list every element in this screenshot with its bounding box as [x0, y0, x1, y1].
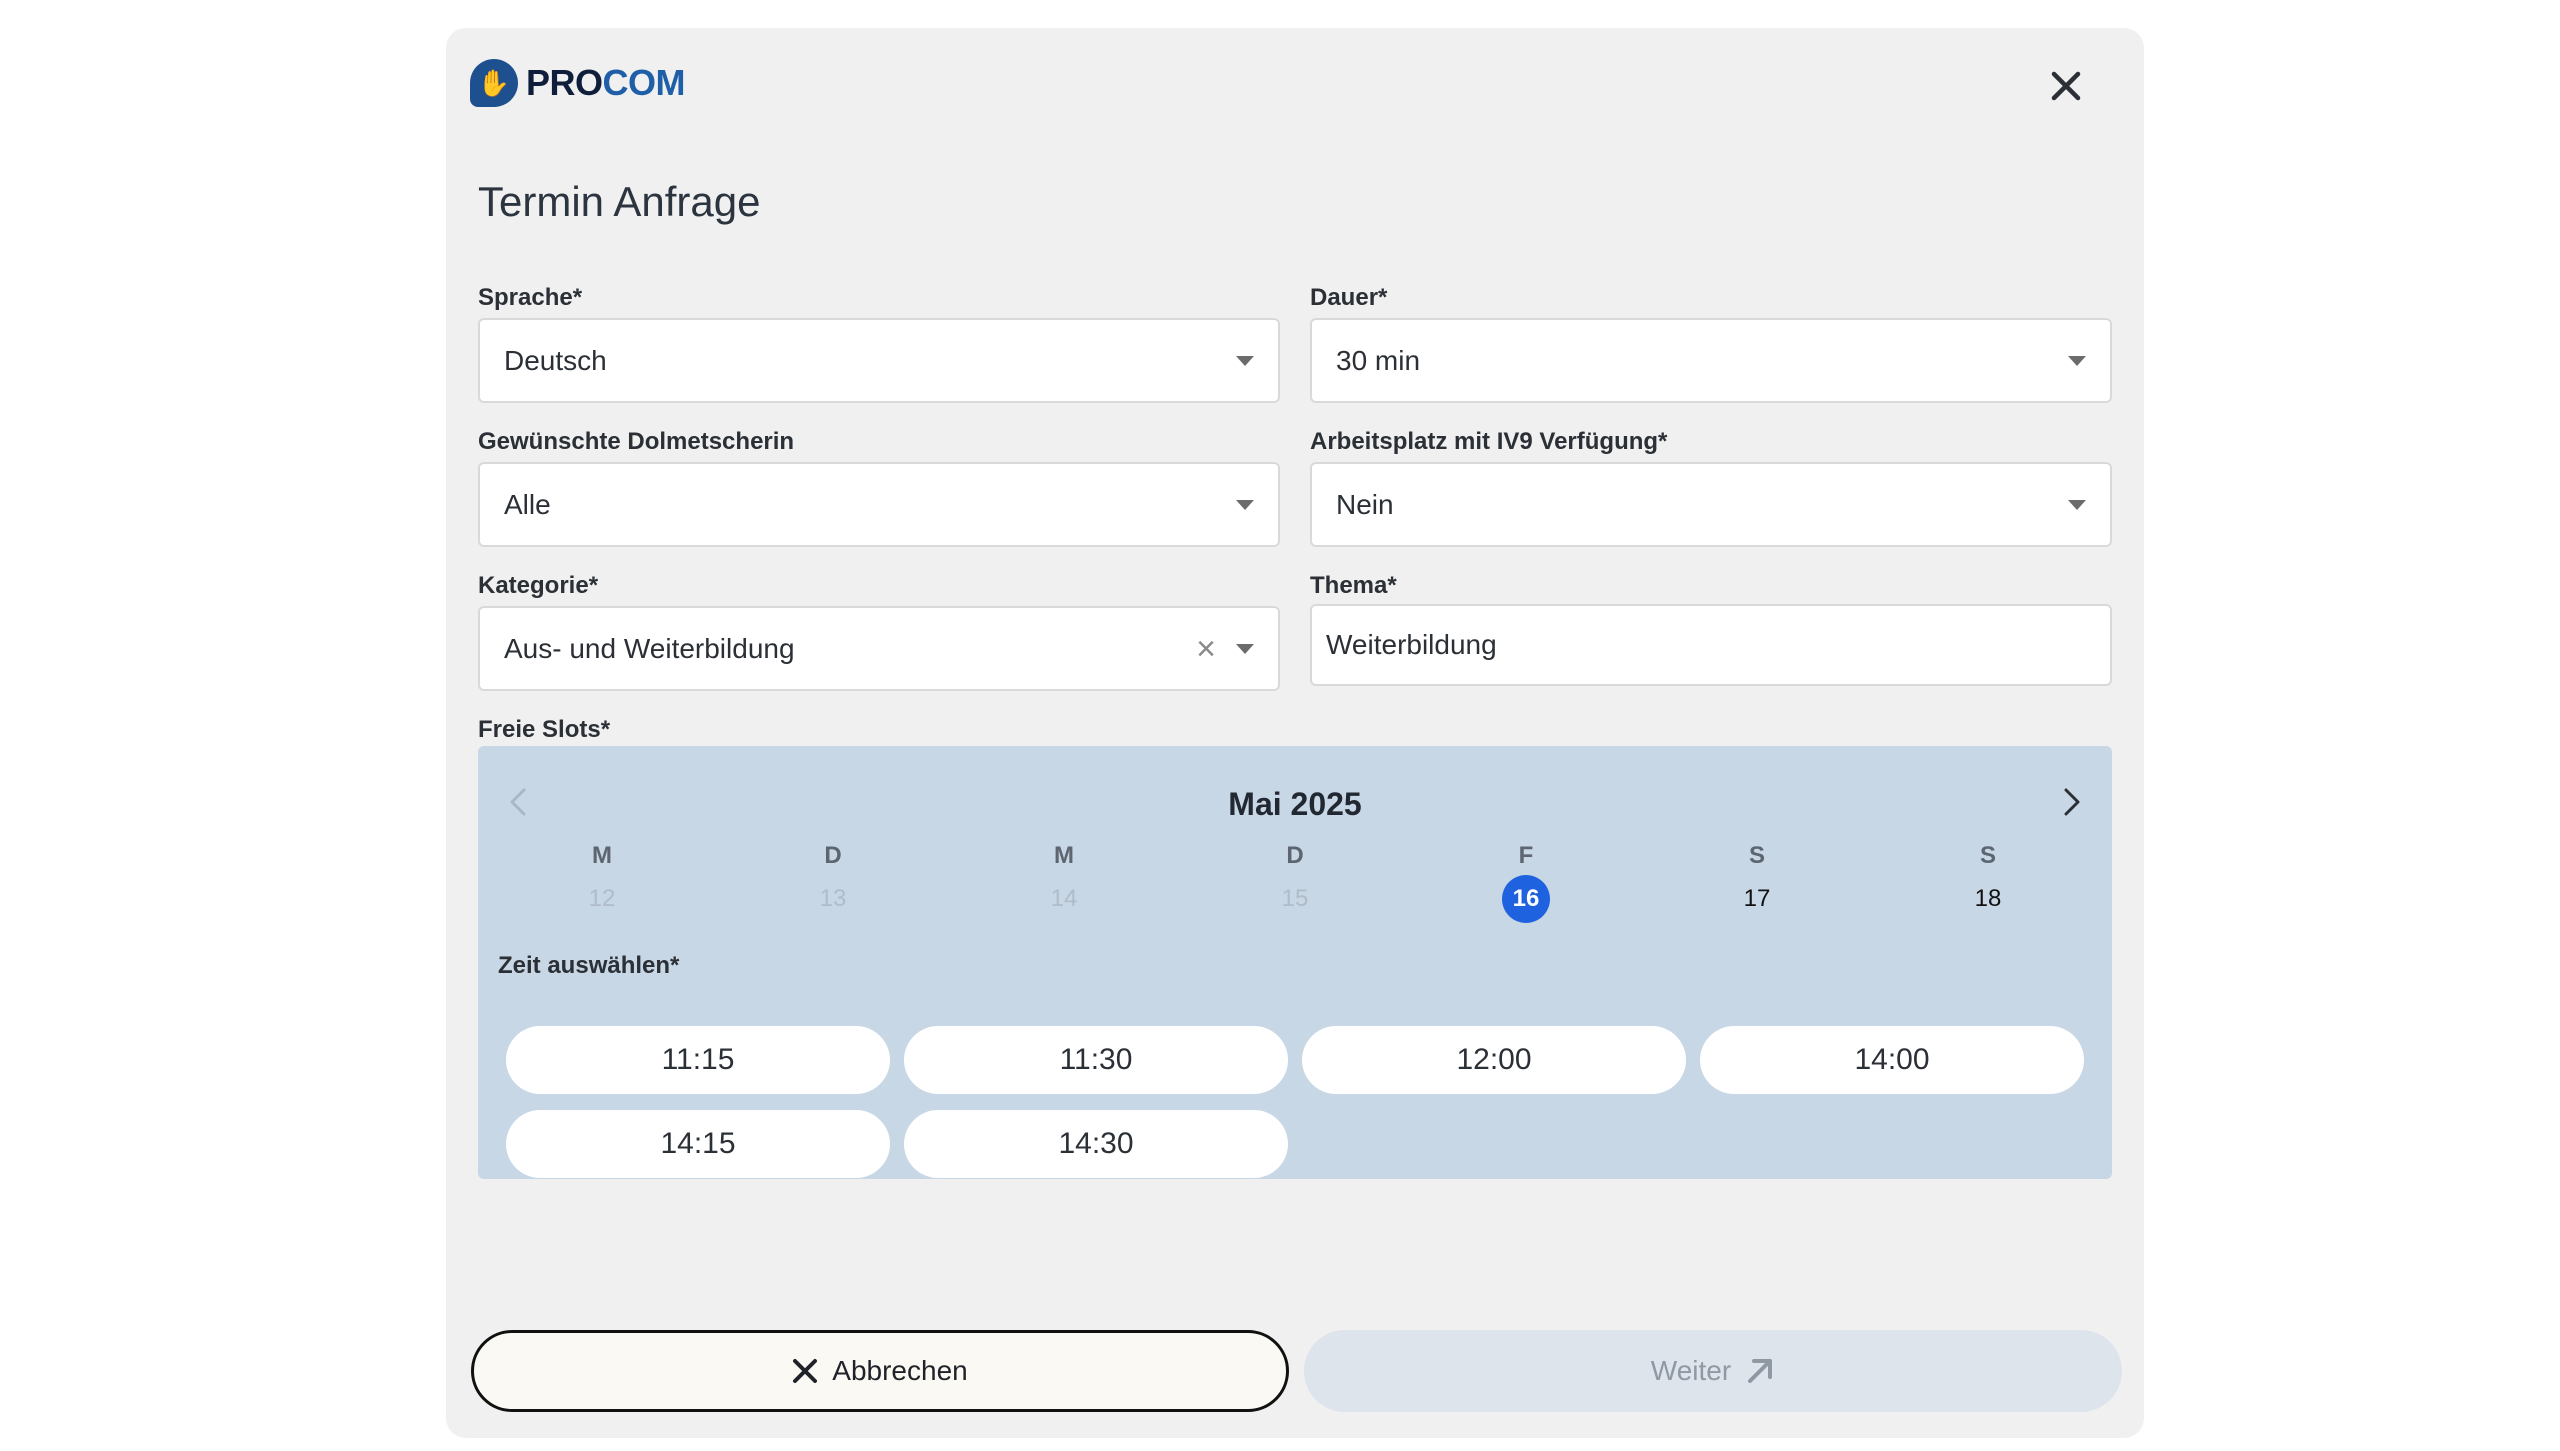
procom-logo: ✋ PROCOM	[470, 58, 686, 108]
logo-text-pro: PRO	[526, 62, 603, 103]
sprache-label: Sprache*	[478, 284, 583, 311]
weekday-label: F	[1518, 842, 1534, 869]
day-17[interactable]: 17	[1743, 885, 1771, 912]
dauer-label: Dauer*	[1310, 284, 1388, 311]
time-slot-button[interactable]: 14:00	[1700, 1026, 2084, 1094]
weekday-label: S	[1979, 842, 1996, 869]
close-icon	[793, 1359, 818, 1383]
chevron-down-icon	[1236, 499, 1254, 510]
arrow-up-right-icon	[1748, 1359, 1773, 1383]
thema-input[interactable]	[1310, 604, 2112, 686]
next-month-button[interactable]	[2042, 772, 2102, 832]
time-slot-button[interactable]: 12:00	[1302, 1026, 1686, 1094]
sprache-value: Deutsch	[504, 344, 607, 376]
dauer-value: 30 min	[1336, 344, 1421, 376]
prev-month-button[interactable]	[488, 772, 548, 832]
chevron-down-icon	[2068, 499, 2086, 510]
arbeitsplatz-label: Arbeitsplatz mit IV9 Verfügung*	[1310, 428, 1668, 455]
next-button[interactable]: Weiter	[1304, 1330, 2122, 1412]
kategorie-select[interactable]: Aus- und Weiterbildung ×	[478, 606, 1280, 691]
hand-icon: ✋	[470, 59, 518, 107]
time-select-label: Zeit auswählen*	[498, 952, 680, 979]
weekday-label: M	[592, 842, 612, 869]
calendar-month: Mai 2025	[1228, 786, 1362, 822]
selected-day: 16	[1502, 875, 1550, 923]
arbeitsplatz-value: Nein	[1336, 488, 1394, 520]
day-15: 15	[1281, 885, 1309, 912]
chevron-down-icon	[1236, 355, 1254, 366]
thema-label: Thema*	[1310, 572, 1397, 599]
time-slot-button[interactable]: 11:15	[506, 1026, 890, 1094]
slots-label: Freie Slots*	[478, 716, 611, 743]
arbeitsplatz-select[interactable]: Nein	[1310, 462, 2112, 547]
sprache-select[interactable]: Deutsch	[478, 318, 1280, 403]
weekday-label: S	[1748, 842, 1765, 869]
close-icon	[2051, 71, 2081, 101]
day-12: 12	[588, 885, 616, 912]
weekday-label: D	[1286, 842, 1304, 869]
appointment-dialog: ✋ PROCOM Termin Anfrage Sprache* Deutsch…	[446, 28, 2144, 1438]
chevron-down-icon	[2068, 355, 2086, 366]
logo-text: PROCOM	[526, 62, 686, 104]
next-label: Weiter	[1650, 1355, 1732, 1386]
chevron-down-icon	[1236, 643, 1254, 654]
time-slot-button[interactable]: 14:30	[904, 1110, 1288, 1178]
dolmetscherin-label: Gewünschte Dolmetscherin	[478, 428, 795, 455]
dialog-title: Termin Anfrage	[478, 178, 761, 225]
weekday-label: M	[1054, 842, 1074, 869]
dolmetscherin-value: Alle	[504, 488, 551, 520]
chevron-right-icon	[2064, 788, 2080, 816]
chevron-left-icon	[510, 788, 526, 816]
time-slot-button[interactable]: 14:15	[506, 1110, 890, 1178]
dolmetscherin-select[interactable]: Alle	[478, 462, 1280, 547]
cancel-label: Abbrechen	[832, 1355, 968, 1386]
weekday-label: D	[824, 842, 842, 869]
time-slot-button[interactable]: 11:30	[904, 1026, 1288, 1094]
day-13: 13	[819, 885, 847, 912]
kategorie-value: Aus- und Weiterbildung	[504, 632, 795, 664]
day-16-selected[interactable]: 16	[1486, 875, 1566, 923]
slot-calendar: Mai 2025 M D M D F S S 12 13 14 15 16 17…	[478, 746, 2112, 1179]
cancel-button[interactable]: Abbrechen	[471, 1330, 1289, 1412]
close-button[interactable]	[2042, 62, 2090, 110]
logo-text-com: COM	[602, 62, 686, 103]
dauer-select[interactable]: 30 min	[1310, 318, 2112, 403]
clear-icon[interactable]: ×	[1196, 629, 1216, 668]
day-18[interactable]: 18	[1974, 885, 2002, 912]
day-14: 14	[1050, 885, 1078, 912]
kategorie-label: Kategorie*	[478, 572, 599, 599]
